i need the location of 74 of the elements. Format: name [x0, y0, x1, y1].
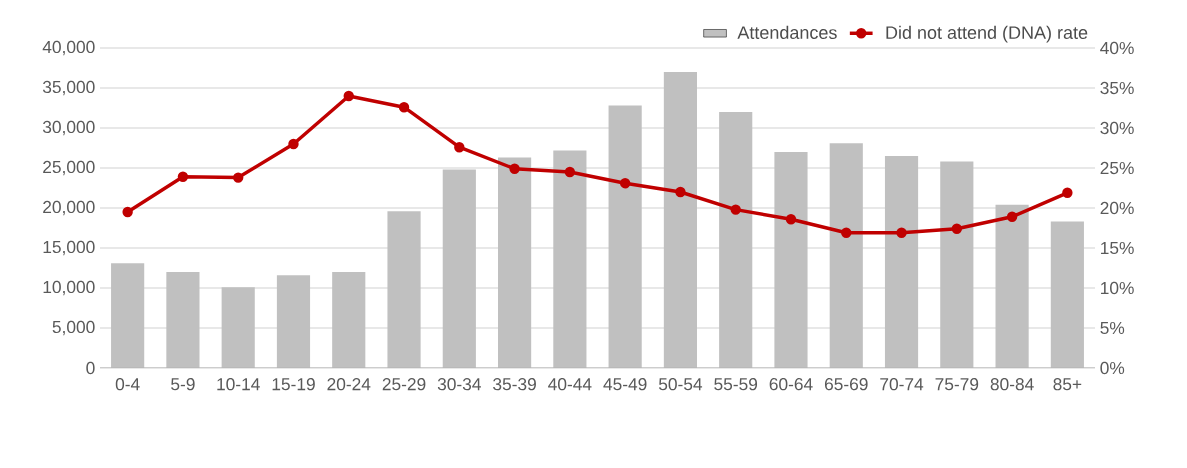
- bar: [276, 275, 311, 368]
- point: [177, 171, 189, 183]
- x-tick-label: 40-44: [548, 378, 592, 391]
- bar: [553, 150, 587, 368]
- x-tick-label: 75-79: [935, 378, 979, 391]
- point: [841, 227, 852, 239]
- y-tick-label: 15,000: [43, 240, 95, 256]
- bar: [332, 272, 366, 368]
- bar: [608, 105, 642, 368]
- y-tick-label: 35,000: [42, 80, 95, 96]
- x-tick-label: 65-69: [824, 378, 868, 391]
- x-tick-label: 25-29: [382, 378, 426, 391]
- point: [233, 172, 244, 183]
- bar: [663, 72, 698, 368]
- bar: [387, 211, 421, 368]
- point: [454, 141, 465, 153]
- bar: [1050, 221, 1084, 368]
- x-tick-label: 20-24: [327, 378, 371, 391]
- y-tick-label: 5,000: [52, 320, 95, 336]
- y-tick-label: 25,000: [43, 160, 95, 176]
- legend-label: Attendances: [737, 25, 837, 39]
- x-tick-label: 35-39: [493, 378, 536, 391]
- bar: [166, 272, 200, 368]
- x-tick-label: 60-64: [769, 378, 813, 391]
- x-tick-label: 45-49: [603, 378, 647, 391]
- y2-tick-label: 0%: [1100, 361, 1125, 375]
- point: [785, 213, 797, 225]
- y-tick-label: 10,000: [43, 280, 95, 296]
- bar: [498, 157, 532, 368]
- y2-tick-label: 35%: [1100, 81, 1134, 95]
- legend-label: Did not attend (DNA) rate: [886, 25, 1088, 43]
- point: [343, 90, 354, 102]
- x-tick-label: 30-34: [437, 378, 481, 391]
- x-tick-label: 5-9: [171, 378, 195, 391]
- bar: [221, 287, 255, 368]
- bar: [829, 143, 863, 368]
- y2-tick-label: 5%: [1100, 321, 1125, 335]
- bar: [884, 156, 919, 368]
- point: [564, 166, 576, 178]
- point: [951, 223, 963, 235]
- x-tick-label: 70-74: [880, 378, 924, 391]
- x-tick-label: 55-59: [714, 378, 758, 391]
- y2-tick-label: 30%: [1100, 121, 1134, 135]
- x-tick-label: 0-4: [115, 378, 140, 391]
- bar: [719, 112, 753, 368]
- y2-tick-label: 10%: [1101, 281, 1134, 295]
- point: [509, 163, 520, 175]
- y-tick-label: 20,000: [43, 200, 95, 216]
- x-tick-label: 50-54: [658, 378, 703, 391]
- x-tick-label: 15-19: [272, 378, 315, 391]
- point: [398, 102, 410, 113]
- point: [896, 227, 907, 239]
- point: [122, 206, 133, 218]
- y-tick-label: 30,000: [42, 120, 95, 136]
- y2-tick-label: 15%: [1101, 241, 1134, 255]
- bar: [940, 161, 974, 368]
- point: [730, 204, 741, 215]
- y2-tick-label: 25%: [1100, 161, 1134, 175]
- y-tick-label: 40,000: [42, 40, 95, 56]
- y2-tick-label: 20%: [1100, 201, 1134, 215]
- x-tick-label: 80-84: [990, 378, 1034, 391]
- x-tick-label: 85+: [1053, 378, 1082, 391]
- x-tick-label: 10-14: [217, 378, 260, 391]
- y-tick-label: 0: [86, 361, 95, 375]
- y2-tick-label: 40%: [1100, 41, 1134, 55]
- bar: [774, 152, 808, 368]
- point: [619, 177, 631, 189]
- point: [1006, 211, 1018, 222]
- bar: [111, 263, 145, 368]
- bar: [995, 204, 1029, 368]
- point: [288, 138, 299, 150]
- bar: [442, 169, 476, 368]
- point: [1062, 187, 1073, 199]
- point: [675, 186, 686, 198]
